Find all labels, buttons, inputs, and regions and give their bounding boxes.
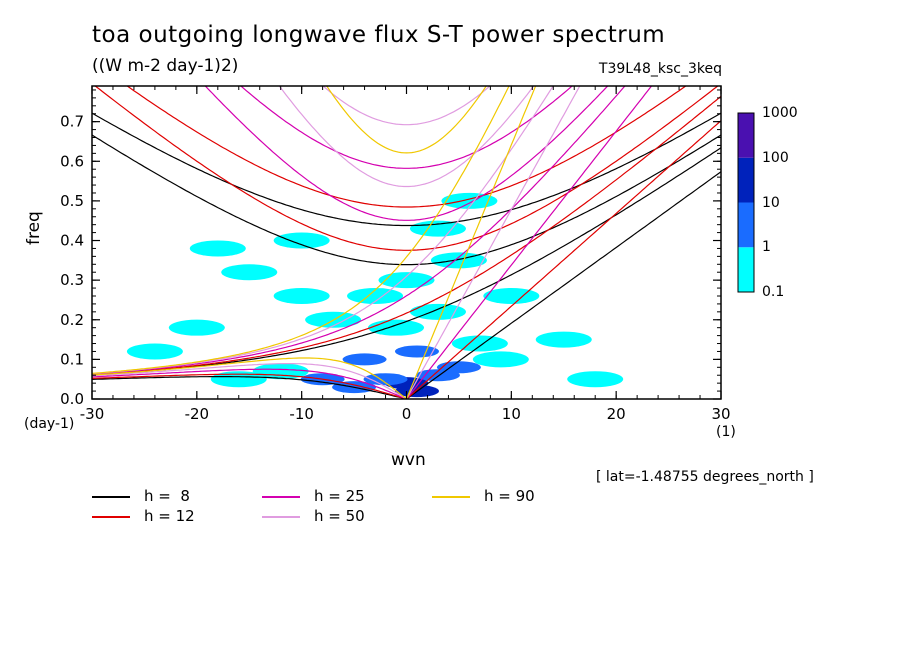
x-axis-label: wvn (391, 450, 426, 470)
chart-subtitle: ((W m-2 day-1)2) (92, 56, 239, 76)
legend-swatch (262, 515, 300, 518)
legend-swatch (92, 495, 130, 498)
colorbar-level-label: 0.1 (762, 284, 785, 300)
dispersion-curve-kelvin (406, 120, 721, 399)
y-tick-label: 0.7 (60, 113, 84, 131)
dispersion-curve-ig2 (92, 0, 721, 81)
legend-swatch (432, 495, 470, 498)
dispersion-curve-mrg (92, 86, 510, 374)
power-blob (567, 371, 624, 388)
y-tick-label: 0.1 (60, 350, 84, 368)
legend-label: h = 50 (314, 507, 365, 525)
latitude-info: [ lat=-1.48755 degrees_north ] (596, 469, 814, 485)
legend-label: h = 25 (314, 487, 365, 505)
dispersion-curve-er (92, 373, 407, 399)
dispersion-curve-er (92, 357, 407, 399)
dispersion-curve-mrg (92, 95, 721, 376)
dispersion-curve-kelvin (405, 86, 537, 399)
power-blob (221, 264, 278, 281)
dispersion-curve-ig2 (92, 112, 721, 227)
dispersion-curve-ig1 (204, 86, 609, 221)
dispersion-curve-mrg (92, 86, 626, 375)
power-blob (451, 335, 508, 352)
y-tick-label: 0.5 (60, 192, 84, 210)
colorbar-segment (738, 113, 754, 158)
x-tick-label: -20 (185, 405, 210, 423)
y-tick-label: 0.2 (60, 311, 84, 329)
legend-item: h = 25 (262, 487, 365, 505)
x-tick-label: 30 (711, 405, 730, 423)
x-tick-label: 10 (502, 405, 521, 423)
dispersion-curve-ig1 (94, 86, 719, 251)
power-blob (409, 220, 466, 237)
legend-label: h = 90 (484, 487, 535, 505)
dispersion-curve-kelvin (405, 86, 581, 399)
power-blob (441, 192, 498, 209)
dispersion-curve-ig2 (126, 86, 687, 208)
power-blob (210, 371, 267, 388)
dispersion-curve-mrg (92, 147, 721, 376)
legend-item: h = 12 (92, 507, 195, 525)
power-blob (126, 343, 183, 360)
x-tick-label: -30 (80, 405, 105, 423)
plot-area (92, 0, 721, 399)
y-tick-label: 0.3 (60, 271, 84, 289)
legend-label: h = 12 (144, 507, 195, 525)
y-tick-label: 0.6 (60, 152, 84, 170)
power-blob (483, 287, 540, 304)
legend-item: h = 90 (432, 487, 535, 505)
power-blob (472, 351, 529, 368)
run-label: T39L48_ksc_3keq (598, 61, 722, 77)
colorbar-frame (737, 112, 755, 293)
dispersion-curve-ig2 (322, 86, 491, 126)
dispersion-curve-ig1 (326, 86, 487, 154)
colorbar-level-label: 1000 (762, 105, 798, 121)
power-blob (168, 319, 225, 336)
legend-swatch (262, 495, 300, 498)
dispersion-curve-mrg (92, 86, 554, 375)
power-blob (347, 287, 404, 304)
chart-title: toa outgoing longwave flux S-T power spe… (92, 22, 666, 48)
power-blob (378, 272, 435, 289)
x-tick-label: -10 (289, 405, 314, 423)
power-blob (273, 287, 330, 304)
dispersion-curve-kelvin (406, 86, 653, 399)
dispersion-curve-ig2 (239, 86, 574, 169)
y-tick-label: 0.4 (60, 232, 84, 250)
x-axis-unit: (1) (716, 424, 736, 440)
y-axis-unit: (day-1) (24, 416, 75, 432)
power-blob (363, 373, 408, 386)
y-tick-label: 0.0 (60, 390, 84, 408)
colorbar-level-label: 10 (762, 194, 780, 211)
x-tick-label: 20 (607, 405, 626, 423)
power-blob (342, 353, 387, 366)
x-tick-label: 0 (402, 405, 412, 423)
colorbar-segment (738, 247, 754, 292)
dispersion-curve-ig1 (278, 86, 535, 188)
colorbar-segment (738, 157, 754, 203)
dispersion-curve-er (92, 368, 407, 399)
power-blob (368, 319, 425, 336)
colorbar-segment (738, 202, 754, 248)
dispersion-curve-ig1 (92, 134, 721, 266)
power-blob (436, 361, 481, 374)
legend-label: h = 8 (144, 487, 190, 505)
power-blob (535, 331, 592, 348)
legend-swatch (92, 515, 130, 518)
colorbar-level-label: 1 (762, 239, 771, 256)
legend-item: h = 50 (262, 507, 365, 525)
dispersion-curve-er (92, 376, 407, 399)
dispersion-curve-kelvin (406, 171, 721, 399)
legend-item: h = 8 (92, 487, 190, 505)
dispersion-curve-er (92, 363, 407, 399)
power-blob (273, 232, 330, 249)
power-blob (189, 240, 246, 257)
colorbar-level-label: 100 (762, 149, 789, 166)
